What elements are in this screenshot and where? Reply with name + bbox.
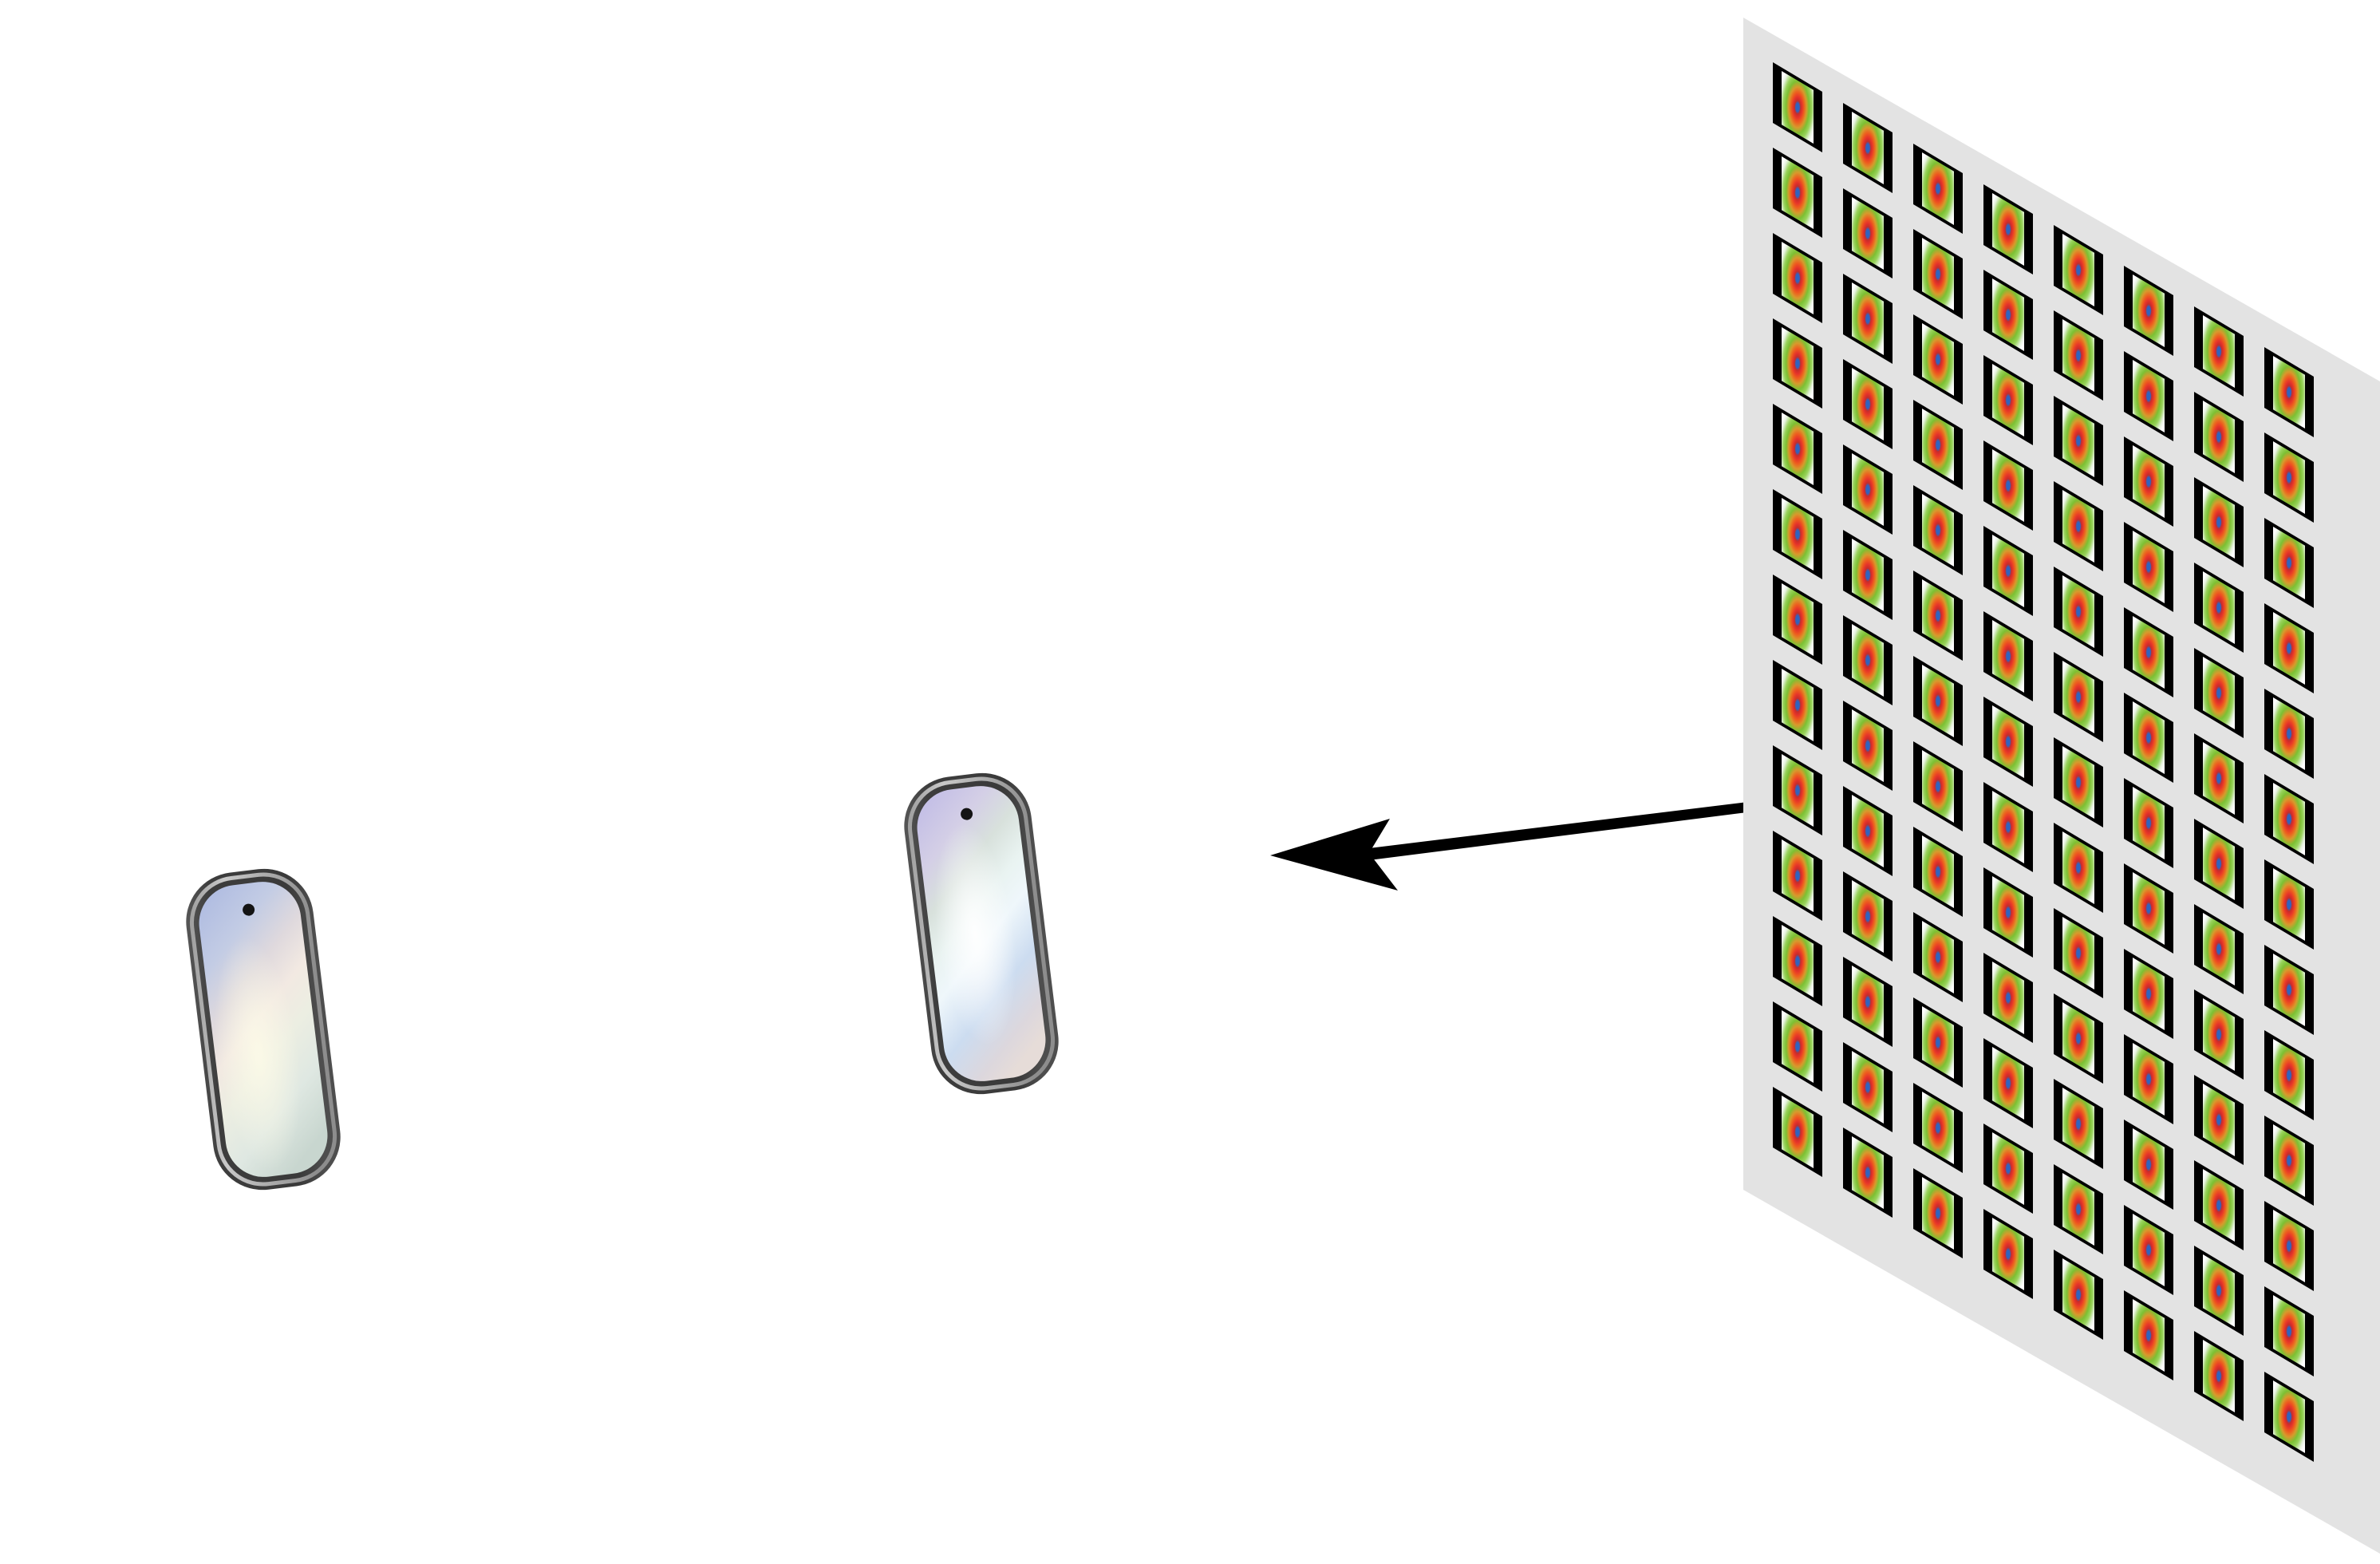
yellow-lobe xyxy=(4,1133,531,1269)
phone-right[interactable] xyxy=(898,768,1064,1100)
camera-dot-icon xyxy=(243,903,255,916)
side-button-icon[interactable] xyxy=(918,856,922,871)
camera-dot-icon xyxy=(961,808,973,820)
orange-lobe xyxy=(726,1040,1253,1175)
lenslet-array-panel[interactable] xyxy=(1743,18,2380,1554)
phone-right-bezel xyxy=(907,776,1056,1091)
phone-left-screen-glow xyxy=(199,882,328,1177)
phone-left-bezel xyxy=(189,872,337,1187)
side-button-icon[interactable] xyxy=(199,952,204,967)
arrow-head-icon xyxy=(1270,819,1398,891)
phone-left[interactable] xyxy=(180,863,346,1196)
phone-right-screen-glow xyxy=(917,786,1046,1081)
